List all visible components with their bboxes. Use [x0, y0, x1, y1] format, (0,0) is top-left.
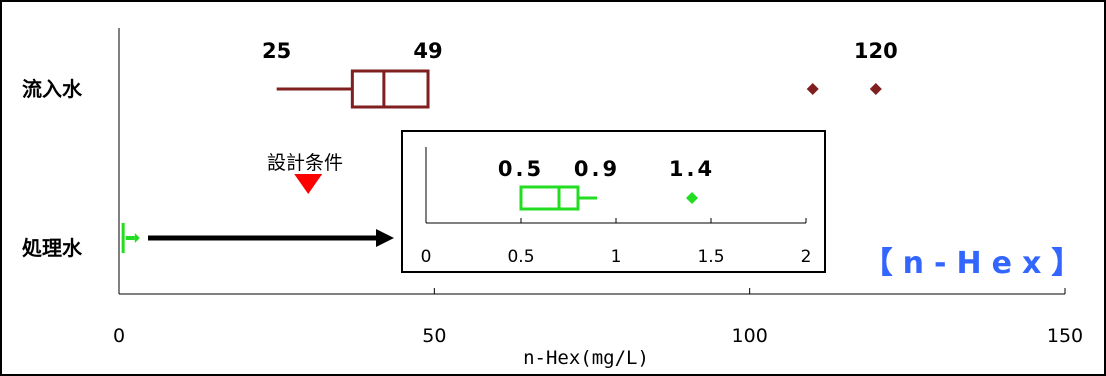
category-label-inflow: 流入水: [22, 77, 83, 101]
chart-title: 【n-Hex】: [863, 246, 1092, 281]
treated-outlier-inset: [686, 192, 698, 204]
x-tick-label: 150: [1047, 325, 1083, 347]
treated-value-label: 0.9: [574, 157, 620, 181]
x-tick-label: 100: [732, 325, 768, 347]
treated-value-label: 1.4: [669, 157, 715, 181]
treated-box-main: [121, 223, 125, 253]
zoom-arrow: [148, 229, 394, 247]
inset-x-tick-label: 2: [801, 247, 812, 267]
inset-x-tick-label: 0: [421, 247, 432, 267]
inset-frame: [401, 130, 826, 273]
x-axis-label: n-Hex(mg/L): [523, 347, 649, 369]
inflow-value-label: 120: [854, 39, 898, 63]
inflow-value-label: 49: [413, 39, 442, 63]
inset-marks: 0.5 0.9 1.4: [498, 157, 715, 211]
design-condition-label: 設計条件: [267, 152, 343, 174]
main-axes: 0 50 100 150: [113, 28, 1083, 347]
main-marks: 25 49 120: [121, 39, 898, 253]
treated-value-label: 0.5: [498, 157, 544, 181]
inflow-box: [350, 69, 430, 109]
x-tick-label: 0: [113, 325, 125, 347]
inflow-outlier: [869, 83, 882, 95]
inset-x-tick-label: 0.5: [507, 247, 534, 267]
inset-axes: 0 0.5 1 1.5 2: [421, 147, 812, 267]
inset-x-tick-label: 1: [611, 247, 622, 267]
x-tick-label: 50: [422, 325, 446, 347]
inset-x-tick-label: 1.5: [697, 247, 724, 267]
category-label-treated: 処理水: [22, 236, 83, 260]
treated-outlier-main: [134, 233, 140, 243]
inflow-value-label: 25: [262, 39, 291, 63]
inflow-outlier: [806, 83, 819, 95]
design-condition-marker: [294, 174, 323, 194]
